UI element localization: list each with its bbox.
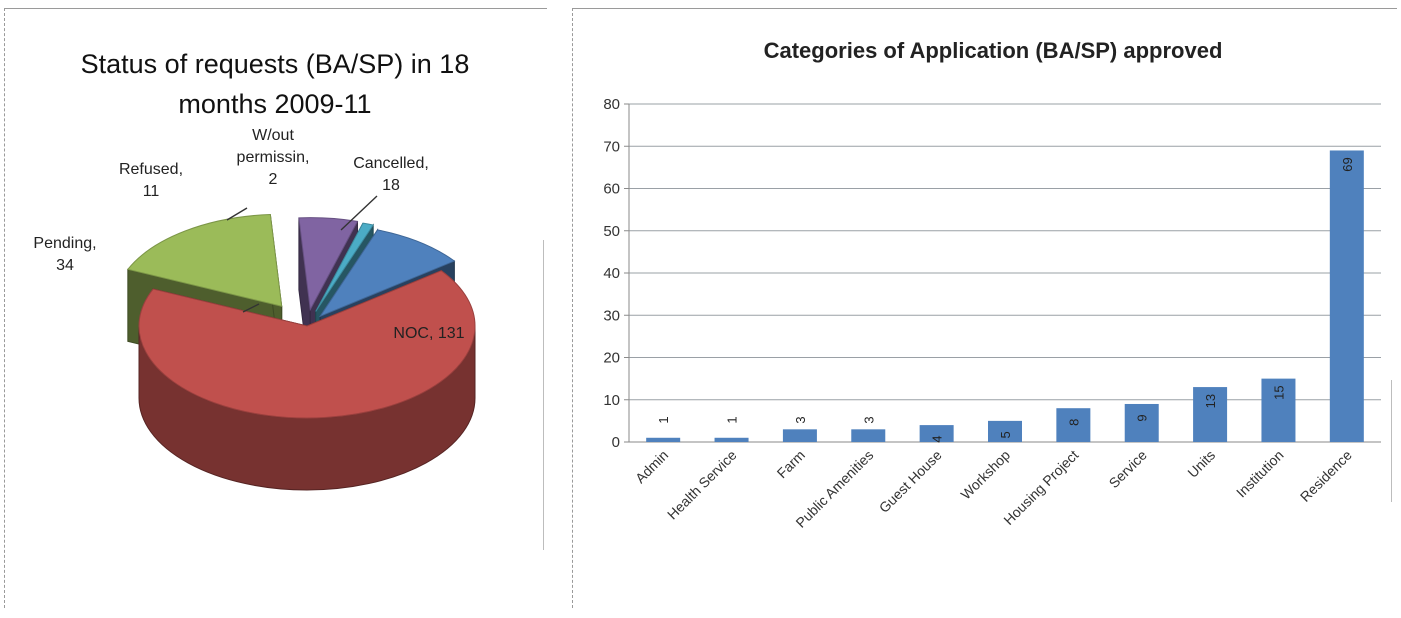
y-tick-label: 60 (603, 181, 620, 198)
bar-workshop (988, 420, 1022, 442)
y-tick-label: 40 (603, 265, 620, 282)
pie-leader-line (226, 207, 248, 221)
pie-title-line-2: months 2009-11 (178, 89, 372, 119)
bar-data-label: 3 (793, 416, 808, 423)
pie-slice-refused (298, 217, 359, 312)
panel-top-rule (573, 8, 1397, 9)
bar-institution (1261, 378, 1296, 442)
bar-housing-project (1056, 408, 1091, 442)
bar-units (1193, 387, 1228, 442)
x-tick-label: Guest House (876, 447, 945, 516)
pie-leader-line (242, 303, 260, 313)
bar-data-label: 13 (1203, 394, 1218, 408)
y-tick-label: 20 (603, 350, 620, 367)
x-tick-label: Units (1184, 447, 1218, 481)
pie-slice-pending (126, 213, 283, 307)
bar-data-label: 1 (656, 416, 671, 423)
pie-leader-line (340, 195, 378, 231)
x-tick-label: Farm (774, 447, 808, 481)
panel-top-rule (5, 8, 547, 9)
y-tick-label: 50 (603, 223, 620, 240)
bar-residence (1329, 150, 1364, 442)
y-tick-label: 10 (603, 392, 620, 409)
bar-data-label: 3 (861, 416, 876, 423)
bar-chart-title: Categories of Application (BA/SP) approv… (763, 38, 1223, 63)
bar-data-label: 4 (930, 435, 945, 442)
pie-label-cancelled: Cancelled, 18 (353, 155, 429, 194)
pie-slice-noc (138, 270, 476, 419)
pie-label-noc: NOC, 131 (393, 325, 464, 342)
bar-data-label: 1 (725, 416, 740, 423)
y-tick-label: 0 (612, 434, 620, 451)
x-tick-label: Admin (632, 447, 671, 486)
pie-label-refused: Refused, 11 (119, 161, 183, 200)
x-tick-label: Health Service (664, 447, 740, 523)
x-tick-label: Residence (1297, 447, 1355, 505)
bar-data-label: 8 (1066, 419, 1081, 426)
pie-slice-cancelled (318, 229, 456, 318)
pie-slice-w-out-permissin (315, 222, 375, 312)
bar-data-label: 9 (1135, 414, 1150, 421)
bar-data-label: 15 (1271, 385, 1286, 399)
pie-label-pending: Pending, 34 (33, 235, 96, 274)
x-tick-label: Workshop (957, 447, 1013, 503)
x-tick-label: Housing Project (1000, 447, 1081, 528)
y-tick-label: 30 (603, 307, 620, 324)
bar-chart-panel: Categories of Application (BA/SP) approv… (572, 8, 1397, 608)
x-tick-label: Institution (1233, 447, 1287, 501)
bar-chart: 0 10 20 30 40 50 60 70 80 1 Admin 1 Health Service 3 F… (603, 96, 1381, 531)
bar-admin (646, 437, 681, 442)
bar-farm (782, 429, 817, 442)
pie-label-w-out-permissin: W/out permissin, 2 (237, 127, 310, 188)
bar-data-label: 5 (998, 431, 1013, 438)
bar-public-amenities (851, 429, 886, 442)
y-tick-label: 80 (603, 96, 620, 113)
pie-chart-title: Status of requests (BA/SP) in 18 months … (45, 44, 505, 124)
bar-data-label: 69 (1340, 157, 1355, 171)
pie-chart-panel: Status of requests (BA/SP) in 18 months … (4, 8, 547, 608)
y-tick-label: 70 (603, 138, 620, 155)
x-tick-label: Service (1106, 447, 1150, 491)
bar-service (1124, 403, 1159, 442)
pie-chart: Cancelled, 18 NOC, 131 Pending, 34 Refused, 11… (33, 127, 476, 491)
bar-health-service (714, 437, 749, 442)
pie-title-line-1: Status of requests (BA/SP) in 18 (80, 49, 470, 79)
bar-guest-house (919, 425, 954, 442)
